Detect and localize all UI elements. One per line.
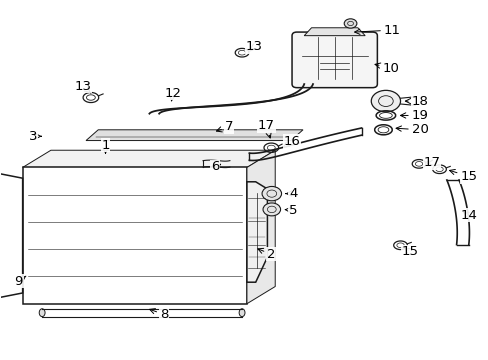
Text: 14: 14: [459, 209, 476, 222]
Ellipse shape: [39, 309, 45, 317]
Circle shape: [344, 19, 356, 28]
Text: 16: 16: [282, 135, 300, 148]
Text: 13: 13: [245, 40, 262, 53]
Text: 12: 12: [164, 87, 181, 101]
Text: 11: 11: [354, 24, 400, 37]
Text: 9: 9: [15, 275, 26, 288]
Text: 4: 4: [285, 187, 297, 200]
Polygon shape: [246, 182, 267, 282]
Text: 6: 6: [211, 160, 220, 173]
Text: 8: 8: [149, 308, 168, 321]
Text: 17: 17: [257, 119, 274, 138]
Circle shape: [262, 186, 281, 201]
Polygon shape: [22, 167, 246, 304]
Text: 19: 19: [400, 109, 427, 122]
Text: 15: 15: [401, 245, 418, 258]
Polygon shape: [304, 28, 365, 36]
Text: 2: 2: [257, 248, 275, 261]
Polygon shape: [86, 130, 303, 140]
Polygon shape: [22, 150, 275, 167]
Text: 13: 13: [74, 80, 91, 93]
Text: 20: 20: [395, 123, 427, 136]
Text: 18: 18: [405, 95, 427, 108]
Text: 17: 17: [423, 156, 440, 169]
Text: 3: 3: [29, 130, 41, 143]
Circle shape: [370, 90, 400, 112]
Circle shape: [263, 203, 280, 216]
Text: 10: 10: [374, 62, 398, 75]
FancyBboxPatch shape: [291, 32, 377, 87]
Polygon shape: [246, 150, 275, 304]
Ellipse shape: [239, 309, 244, 317]
Text: 7: 7: [216, 121, 233, 134]
Text: 15: 15: [448, 170, 476, 183]
Text: 1: 1: [101, 139, 110, 153]
Text: 5: 5: [285, 204, 297, 217]
